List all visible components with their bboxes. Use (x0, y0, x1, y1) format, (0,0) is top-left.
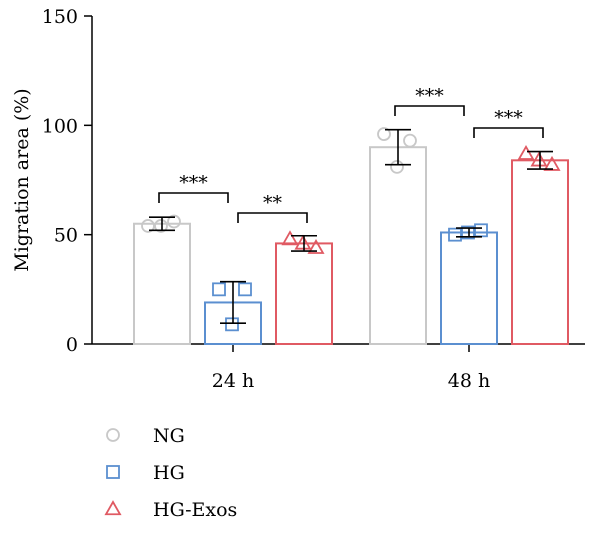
significance-label: ** (263, 192, 283, 214)
data-point (448, 227, 462, 242)
significance-bracket (158, 192, 229, 203)
data-point (281, 230, 299, 246)
data-point (403, 133, 417, 148)
data-point (517, 144, 535, 160)
data-points (141, 127, 561, 332)
data-point (461, 225, 475, 240)
y-axis-label: Migration area (%) (11, 88, 33, 271)
significance-label: *** (179, 172, 208, 194)
legend-label: HG (153, 462, 185, 484)
data-point (474, 223, 488, 238)
x-tick-label: 24 h (212, 370, 254, 392)
y-tick-label: 100 (42, 115, 78, 137)
data-point (307, 238, 325, 254)
significance-bracket (473, 127, 544, 138)
legend-label: HG-Exos (153, 499, 237, 521)
bar-hg-exos-0 (275, 242, 333, 345)
significance-bracket (394, 105, 465, 116)
error-bars (149, 128, 553, 325)
data-point (294, 234, 312, 250)
data-point (530, 151, 548, 167)
axes: 0 50 100 150 24 h 48 h (42, 6, 585, 392)
legend: NG HG HG-Exos (104, 425, 237, 521)
data-point (377, 127, 391, 141)
y-tick-label: 0 (66, 334, 78, 356)
data-point (390, 159, 404, 174)
significance-brackets: *********** (158, 85, 544, 223)
y-tick-label: 150 (42, 6, 78, 28)
bar-hg-exos-1 (511, 159, 569, 345)
legend-marker-hg (106, 465, 120, 479)
y-tick-label: 50 (54, 225, 78, 247)
significance-label: *** (415, 85, 444, 107)
data-point (238, 282, 252, 297)
significance-label: *** (494, 107, 523, 129)
data-point (225, 317, 239, 332)
legend-label: NG (153, 425, 185, 447)
x-tick-label: 48 h (448, 370, 490, 392)
bar-ng-1 (369, 146, 427, 345)
bar-hg-1 (440, 231, 498, 345)
legend-marker-ng (106, 428, 120, 442)
data-point (167, 214, 181, 229)
data-point (141, 219, 155, 233)
bar-ng-0 (133, 222, 191, 346)
data-point (154, 219, 168, 233)
data-point (543, 155, 561, 171)
legend-marker-hg-exos (104, 500, 122, 516)
significance-bracket (237, 212, 308, 223)
data-point (212, 282, 226, 297)
